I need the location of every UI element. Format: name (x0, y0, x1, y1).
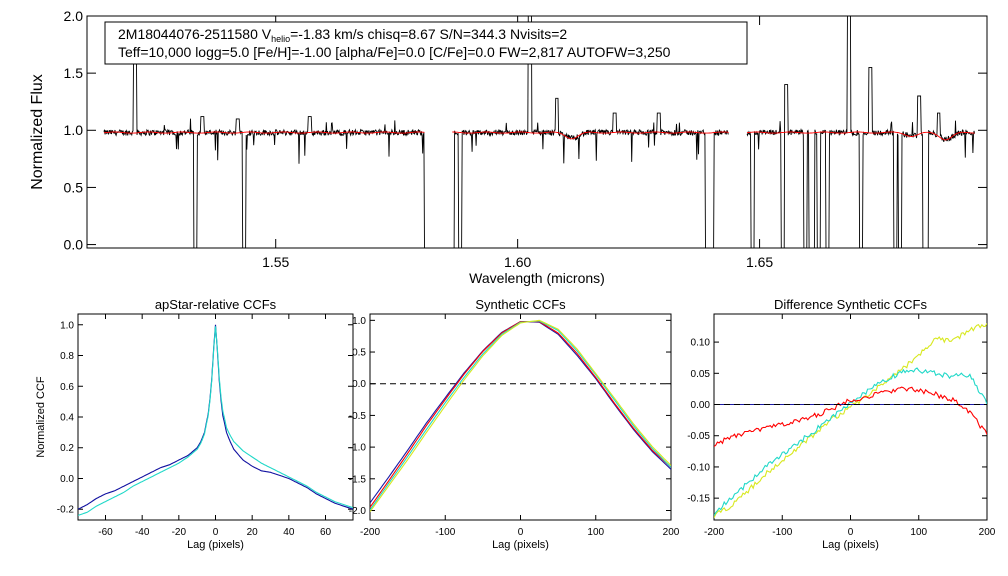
y-tick-label: 1.0 (352, 316, 366, 327)
y-tick-label: 1.0 (60, 320, 74, 331)
x-tick-label: 40 (283, 527, 295, 538)
y-tick-label: 0.5 (352, 348, 366, 359)
ccf-series-line (714, 386, 987, 448)
spectrum-line-observed (746, 16, 976, 248)
x-tick-label: 1.55 (262, 254, 289, 270)
plot-area (78, 324, 353, 516)
plot-area (103, 16, 976, 248)
annotation-box (104, 21, 748, 65)
difference-ccf-panel: -200 -100 0 100 200 -0.15 -0.10 -0.05 0.00 0.05 0.… (687, 297, 996, 551)
y-tick-label: -0.10 (687, 462, 710, 473)
ccf-series-line (370, 320, 671, 511)
annotation-line-1: 2M18044076-2511580 Vhelio=-1.83 km/s chi… (118, 26, 567, 44)
x-axis-label: Lag (pixels) (822, 539, 879, 551)
x-tick-label: -60 (98, 527, 113, 538)
x-tick-label: 0 (518, 527, 524, 538)
x-axis-label: Wavelength (microns) (469, 270, 605, 286)
x-tick-label: 200 (979, 527, 996, 538)
synthetic-ccf-panel: -200 -100 0 100 200 -2.0 -1.5 -1.0 -0.5 0.0 0.5 1.0… (349, 297, 680, 551)
y-tick-label: -1.0 (349, 443, 367, 454)
ccf-series-line (714, 367, 987, 516)
y-tick-label: -0.05 (687, 431, 710, 442)
ccf-series-line (370, 321, 671, 508)
y-tick-label: 1.5 (64, 65, 84, 81)
x-tick-label: -100 (435, 527, 455, 538)
x-tick-label: 1.65 (746, 254, 773, 270)
panel-title: Synthetic CCFs (475, 297, 566, 312)
y-tick-label: 0.0 (64, 236, 84, 252)
apstar-ccf-panel: -60 -40 -20 0 20 40 60 -0.2 0.0 0.2 0.4 0.6 0.8 1.0 ap… (35, 297, 354, 551)
y-tick-label: 0.05 (691, 369, 711, 380)
ccf-series-line (714, 323, 987, 519)
x-tick-label: 0 (848, 527, 854, 538)
y-axis-label: Normalized Flux (29, 74, 46, 190)
y-tick-label: -0.5 (349, 411, 367, 422)
y-tick-label: 0.8 (60, 351, 74, 362)
x-tick-label: -200 (704, 527, 724, 538)
ccf-series-line (78, 324, 353, 510)
x-tick-label: -100 (772, 527, 792, 538)
plot-frame (86, 15, 988, 249)
y-tick-label: -2.0 (349, 506, 367, 517)
y-tick-label: 0.6 (60, 382, 74, 393)
spectrum-line-model (746, 131, 975, 141)
x-tick-label: -200 (360, 527, 380, 538)
y-tick-label: 0.0 (352, 379, 366, 390)
y-tick-label: 1.0 (64, 122, 84, 138)
y-tick-label: 0.5 (64, 179, 84, 195)
x-axis-label: Lag (pixels) (492, 539, 549, 551)
y-tick-label: 0.2 (60, 443, 74, 454)
x-tick-label: 60 (320, 527, 332, 538)
x-tick-label: 1.60 (504, 254, 531, 270)
x-axis-label: Lag (pixels) (187, 539, 244, 551)
ccf-series-line (370, 319, 671, 513)
y-tick-label: -0.15 (687, 494, 710, 505)
plot-area (714, 323, 987, 519)
y-tick-label: 0.4 (60, 413, 74, 424)
panel-title: apStar-relative CCFs (155, 297, 277, 312)
y-tick-label: 0.00 (691, 400, 711, 411)
x-tick-label: -40 (135, 527, 150, 538)
ccf-series-line (78, 326, 353, 516)
panel-title: Difference Synthetic CCFs (774, 297, 927, 312)
x-tick-label: 20 (247, 527, 259, 538)
plot-area (370, 319, 671, 513)
y-tick-label: 2.0 (64, 8, 84, 24)
x-tick-label: 100 (910, 527, 927, 538)
y-axis-label: Normalized CCF (35, 376, 47, 458)
x-tick-label: 100 (587, 527, 604, 538)
y-tick-label: -0.2 (57, 505, 75, 516)
x-tick-label: -20 (172, 527, 187, 538)
x-tick-label: 0 (213, 527, 219, 538)
spectrum-line-model (452, 131, 729, 140)
y-tick-label: -1.5 (349, 474, 367, 485)
y-tick-label: 0.10 (691, 338, 711, 349)
y-tick-label: 0.0 (60, 474, 74, 485)
annotation-line-2: Teff=10,000 logg=5.0 [Fe/H]=-1.00 [alpha… (118, 44, 671, 60)
spectrum-panel: 1.55 1.60 1.65 0.0 0.5 1.0 1.5 2.0 Wavelength (m… (29, 8, 988, 286)
spectrum-line-observed (103, 63, 425, 248)
x-tick-label: 200 (663, 527, 680, 538)
spectrum-line-model (103, 131, 425, 134)
